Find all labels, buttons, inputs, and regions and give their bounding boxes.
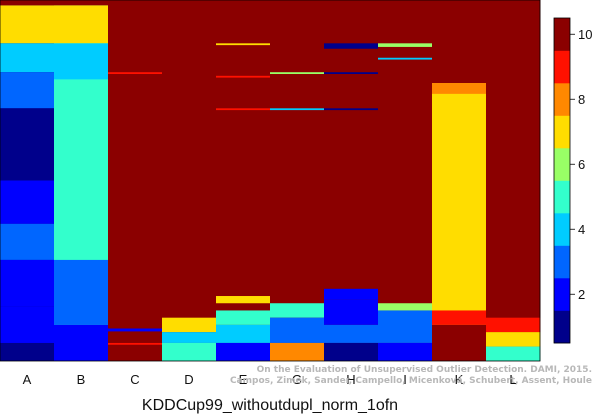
heatmap-cell xyxy=(216,342,271,361)
heatmap-cell xyxy=(324,108,379,111)
x-tick-label: B xyxy=(77,372,86,387)
colorbar-frame xyxy=(553,17,571,344)
colorbar-tick-label: 6 xyxy=(578,157,585,172)
heatmap-cell xyxy=(378,303,433,311)
heatmap-cell xyxy=(324,342,379,361)
heatmap-column-L xyxy=(486,0,541,361)
heatmap-cell xyxy=(54,5,109,44)
heatmap-cell xyxy=(486,332,541,347)
heatmap-cell xyxy=(54,180,109,260)
heatmap-cell xyxy=(0,5,55,44)
heatmap-cell xyxy=(324,43,379,49)
heatmap-column-C xyxy=(108,0,163,361)
heatmap-cell xyxy=(0,306,55,343)
x-tick-label: K xyxy=(455,372,464,387)
x-tick-label: H xyxy=(346,372,355,387)
heatmap-cell xyxy=(216,108,271,111)
heatmap-cell xyxy=(216,43,271,46)
x-tick-label: A xyxy=(23,372,32,387)
heatmap-cell xyxy=(378,57,433,60)
colorbar-swatch xyxy=(554,245,570,279)
colorbar-tick-label: 2 xyxy=(578,287,585,302)
heatmap-cell xyxy=(0,180,55,224)
heatmap-cell xyxy=(216,75,271,78)
x-tick-label: G xyxy=(292,372,302,387)
watermark-line-2: Campos, Zimek, Sander, Campello, Micenko… xyxy=(230,376,592,386)
heatmap-cell xyxy=(378,342,433,361)
x-tick-label: L xyxy=(509,372,516,387)
heatmap-cell xyxy=(270,303,325,318)
heatmap-cell xyxy=(324,288,379,300)
x-tick-label: I xyxy=(403,372,407,387)
heatmap-cell xyxy=(108,342,163,345)
x-tick-label: C xyxy=(130,372,139,387)
x-tick-label: D xyxy=(184,372,193,387)
heatmap-cell xyxy=(162,332,217,343)
heatmap-cell xyxy=(0,43,55,73)
colorbar-swatch xyxy=(554,213,570,246)
heatmap-cell xyxy=(0,259,55,307)
colorbar-tick-label: 4 xyxy=(578,222,585,237)
heatmap-cell xyxy=(432,324,487,361)
heatmap-cell xyxy=(108,328,163,332)
colorbar-swatch xyxy=(554,278,570,311)
watermark-line-1: On the Evaluation of Unsupervised Outlie… xyxy=(257,365,592,375)
heatmap-cell xyxy=(432,310,487,325)
heatmap-column-G xyxy=(270,0,325,361)
heatmap-cell xyxy=(432,83,487,94)
heatmap-cell xyxy=(324,324,379,343)
heatmap-cell xyxy=(54,43,109,80)
heatmap-cell xyxy=(162,317,217,333)
heatmap-cell xyxy=(486,346,541,361)
heatmap-cell xyxy=(216,310,271,325)
colorbar-tick-labels: 2 4 6 8 10 xyxy=(570,27,592,302)
colorbar-swatch xyxy=(554,115,570,149)
heatmap-column-E xyxy=(216,0,271,361)
heatmap-cell xyxy=(216,296,271,304)
x-tick-label: E xyxy=(239,372,248,387)
heatmap-cell xyxy=(0,108,55,181)
heatmap-cell xyxy=(54,259,109,325)
heatmap-cell xyxy=(324,299,379,325)
heatmap-cell xyxy=(270,108,325,111)
heatmap-cell xyxy=(108,72,163,75)
heatmap-cells xyxy=(0,0,541,361)
colorbar xyxy=(553,17,571,344)
colorbar-swatch xyxy=(554,180,570,214)
heatmap-cell xyxy=(270,342,325,361)
heatmap-cell xyxy=(378,43,433,47)
heatmap-column-I xyxy=(378,0,433,361)
heatmap-cell xyxy=(54,324,109,361)
x-axis-title: KDDCup99_withoutdupl_norm_1ofn xyxy=(142,397,398,414)
colorbar-tick-label: 10 xyxy=(578,27,592,42)
heatmap-cell xyxy=(0,72,55,109)
colorbar-tick-label: 8 xyxy=(578,92,585,107)
heatmap-cell xyxy=(216,324,271,343)
heatmap-cell xyxy=(270,72,325,75)
heatmap-cell xyxy=(378,310,433,343)
heatmap-cell xyxy=(432,0,487,84)
heatmap-cell xyxy=(54,0,109,6)
heatmap-cell xyxy=(54,79,109,181)
plot-frame xyxy=(0,0,541,362)
heatmap-cell xyxy=(0,0,55,6)
colorbar-swatch xyxy=(554,83,570,116)
colorbar-swatch xyxy=(554,50,570,84)
heatmap-cell xyxy=(486,317,541,333)
heatmap-cell xyxy=(0,223,55,260)
heatmap-cell xyxy=(324,72,379,75)
colorbar-swatch xyxy=(554,148,570,181)
colorbar-swatch xyxy=(554,310,570,344)
heatmap-cell xyxy=(162,342,217,361)
colorbar-swatch xyxy=(554,18,570,51)
heatmap-column-D xyxy=(162,0,217,361)
heatmap-cell xyxy=(270,317,325,343)
